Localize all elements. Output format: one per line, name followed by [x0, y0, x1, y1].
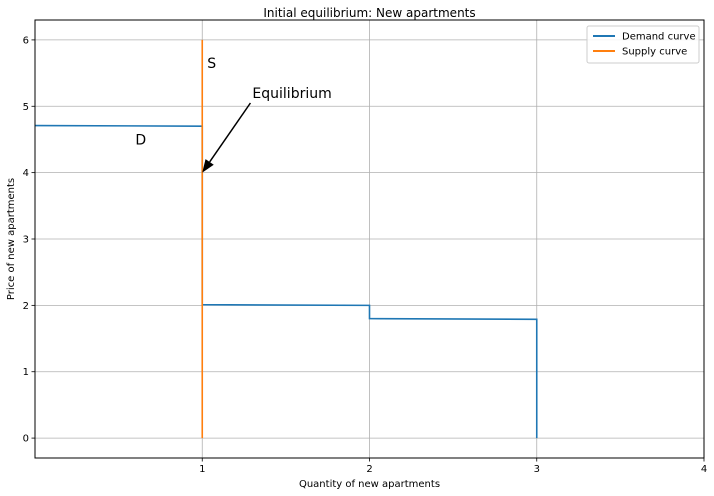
y-axis-label: Price of new apartments	[6, 178, 17, 300]
annotation-s: S	[207, 56, 216, 72]
equilibrium-arrow-head	[202, 159, 214, 173]
legend-demand-label: Demand curve	[622, 32, 696, 43]
x-tick-label: 1	[199, 464, 205, 475]
y-tick-label: 1	[23, 367, 29, 378]
ticks: 1 2 3 4 0 1 2 3 4 5 6	[23, 35, 708, 475]
annotation-equilibrium: Equilibrium	[252, 86, 331, 102]
x-tick-label: 2	[366, 464, 372, 475]
x-tick-label: 4	[701, 464, 707, 475]
annotations: S D Equilibrium	[135, 56, 332, 173]
x-tick-label: 3	[534, 464, 540, 475]
legend-supply-label: Supply curve	[622, 47, 687, 58]
y-tick-label: 6	[23, 35, 29, 46]
series-layer	[35, 39, 538, 439]
y-tick-label: 0	[23, 434, 29, 445]
y-tick-label: 2	[23, 301, 29, 312]
y-tick-label: 5	[23, 102, 29, 113]
annotation-d: D	[135, 132, 146, 148]
equilibrium-arrow-shaft	[209, 102, 252, 163]
x-axis-label: Quantity of new apartments	[299, 479, 440, 490]
chart-title: Initial equilibrium: New apartments	[263, 6, 475, 20]
y-tick-label: 4	[23, 168, 29, 179]
y-tick-label: 3	[23, 235, 29, 246]
legend: Demand curve Supply curve	[586, 25, 700, 64]
